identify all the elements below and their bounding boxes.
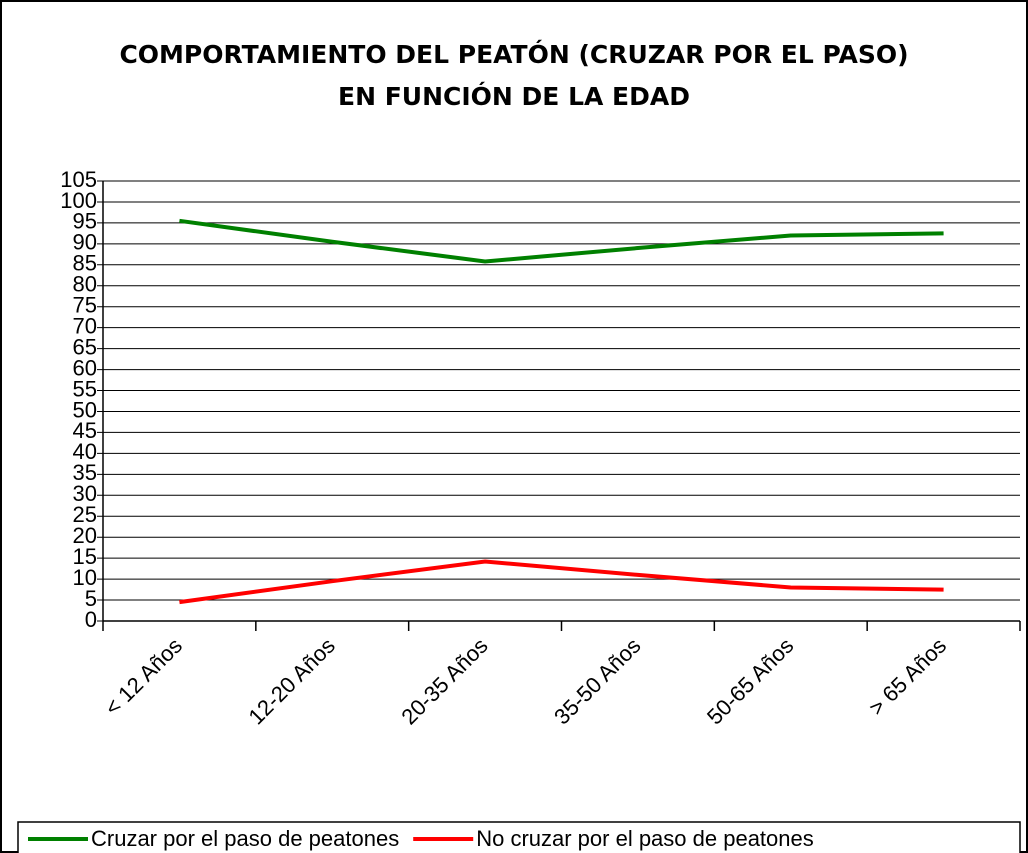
- y-tick-label: 95: [73, 209, 97, 234]
- y-tick-label: 25: [73, 502, 97, 527]
- y-tick-label: 65: [73, 334, 97, 359]
- chart-title: COMPORTAMIENTO DEL PEATÓN (CRUZAR POR EL…: [119, 40, 909, 111]
- legend-label: Cruzar por el paso de peatones: [91, 826, 399, 851]
- series-line: [179, 218, 944, 264]
- y-tick-label: 70: [73, 313, 97, 338]
- y-tick-label: 85: [73, 251, 97, 276]
- y-tick-label: 90: [73, 230, 97, 255]
- legend-box: [17, 821, 1021, 853]
- y-tick-label: 10: [73, 565, 97, 590]
- y-tick-label: 50: [73, 397, 97, 422]
- y-tick-label: 0: [85, 607, 97, 632]
- y-tick-label: 45: [73, 418, 97, 443]
- y-tick-label: 40: [73, 439, 97, 464]
- y-tick-label: 15: [73, 544, 97, 569]
- series-line: [179, 559, 944, 605]
- y-tick-label: 100: [60, 188, 97, 213]
- y-tick-label: 80: [73, 272, 97, 297]
- y-tick-label: 105: [60, 167, 97, 192]
- y-tick-label: 60: [73, 355, 97, 380]
- legend-label: No cruzar por el paso de peatones: [476, 826, 814, 851]
- y-tick-label: 35: [73, 460, 97, 485]
- y-tick-label: 20: [73, 523, 97, 548]
- y-tick-label: 5: [85, 586, 97, 611]
- y-tick-label: 75: [73, 293, 97, 318]
- y-tick-label: 55: [73, 376, 97, 401]
- y-tick-label: 30: [73, 481, 97, 506]
